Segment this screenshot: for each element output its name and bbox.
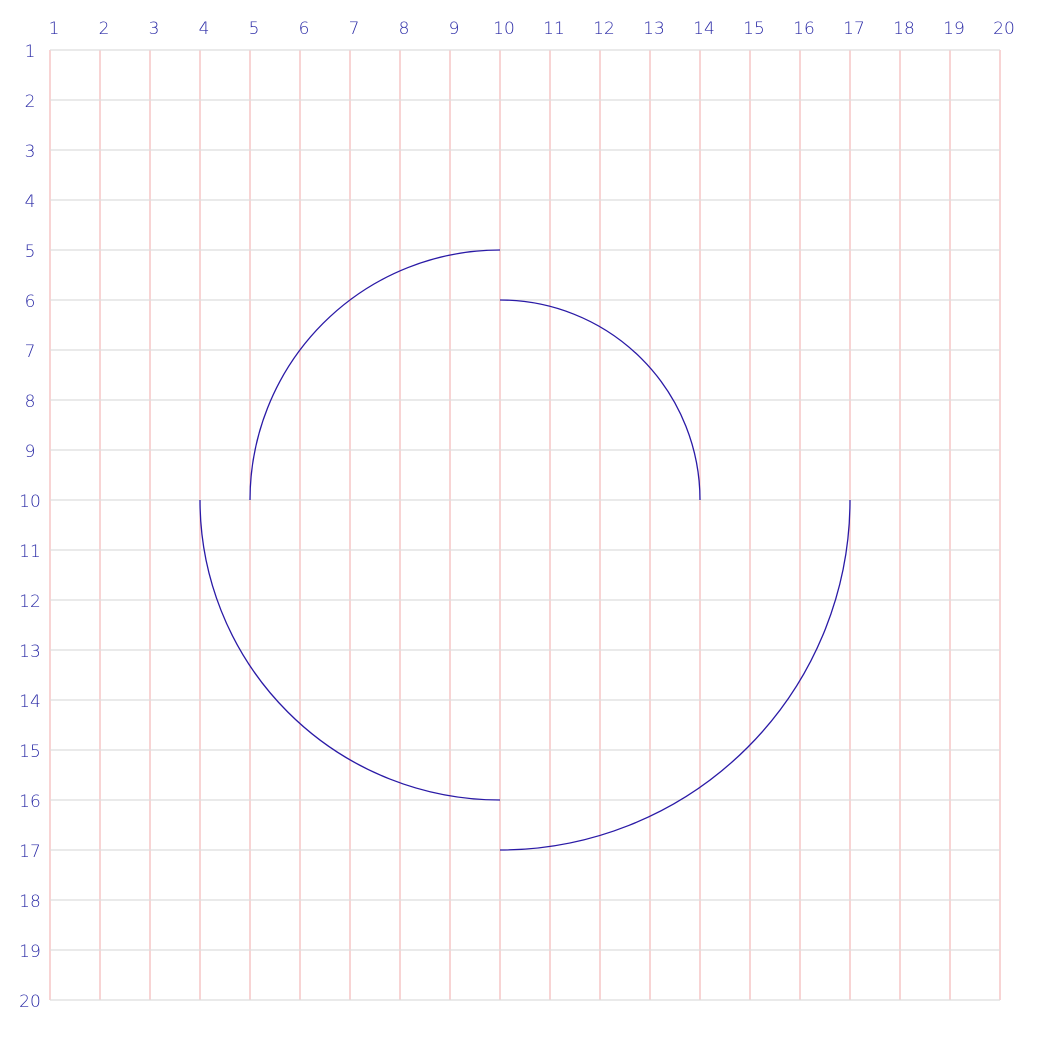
y-tick-label: 3 — [25, 142, 36, 162]
y-tick-label: 11 — [19, 542, 41, 562]
x-tick-label: 5 — [249, 19, 260, 39]
x-tick-label: 20 — [993, 19, 1015, 39]
y-tick-label: 9 — [25, 442, 36, 462]
x-tick-label: 15 — [743, 19, 765, 39]
x-tick-label: 17 — [843, 19, 865, 39]
x-axis-tick-labels: 1 2 3 4 5 6 7 8 9 10 11 12 13 14 15 16 17 18 19 20 — [49, 19, 1015, 39]
x-tick-label: 19 — [943, 19, 965, 39]
y-tick-label: 16 — [19, 792, 41, 812]
x-tick-label: 10 — [493, 19, 515, 39]
x-tick-label: 8 — [399, 19, 410, 39]
x-tick-label: 6 — [299, 19, 310, 39]
x-tick-label: 3 — [149, 19, 160, 39]
y-tick-label: 2 — [25, 92, 36, 112]
y-tick-label: 5 — [25, 242, 36, 262]
y-tick-label: 7 — [25, 342, 36, 362]
arc-top-right — [499, 299, 701, 501]
x-tick-label: 1 — [49, 19, 60, 39]
arc-bottom-right — [499, 499, 851, 851]
y-tick-label: 20 — [19, 992, 41, 1012]
y-tick-label: 19 — [19, 942, 41, 962]
x-tick-label: 18 — [893, 19, 915, 39]
x-tick-label: 14 — [693, 19, 715, 39]
y-tick-label: 17 — [19, 842, 41, 862]
arc-bottom-left — [199, 499, 501, 801]
x-tick-label: 11 — [543, 19, 565, 39]
y-tick-label: 6 — [25, 292, 36, 312]
y-tick-label: 10 — [19, 492, 41, 512]
grid-vertical-lines — [49, 50, 1001, 1000]
arc-top-left — [249, 249, 501, 501]
x-tick-label: 2 — [99, 19, 110, 39]
y-tick-label: 18 — [19, 892, 41, 912]
x-tick-label: 12 — [593, 19, 615, 39]
y-tick-label: 1 — [25, 42, 36, 62]
x-tick-label: 16 — [793, 19, 815, 39]
x-tick-label: 13 — [643, 19, 665, 39]
y-tick-label: 12 — [19, 592, 41, 612]
y-tick-label: 15 — [19, 742, 41, 762]
y-tick-label: 13 — [19, 642, 41, 662]
x-tick-label: 7 — [349, 19, 360, 39]
x-tick-label: 4 — [199, 19, 210, 39]
y-tick-label: 4 — [25, 192, 36, 212]
y-tick-label: 8 — [25, 392, 36, 412]
grid-horizontal-lines — [50, 49, 1000, 1001]
spiral-curve — [199, 249, 851, 851]
y-tick-label: 14 — [19, 692, 41, 712]
x-tick-label: 9 — [449, 19, 460, 39]
